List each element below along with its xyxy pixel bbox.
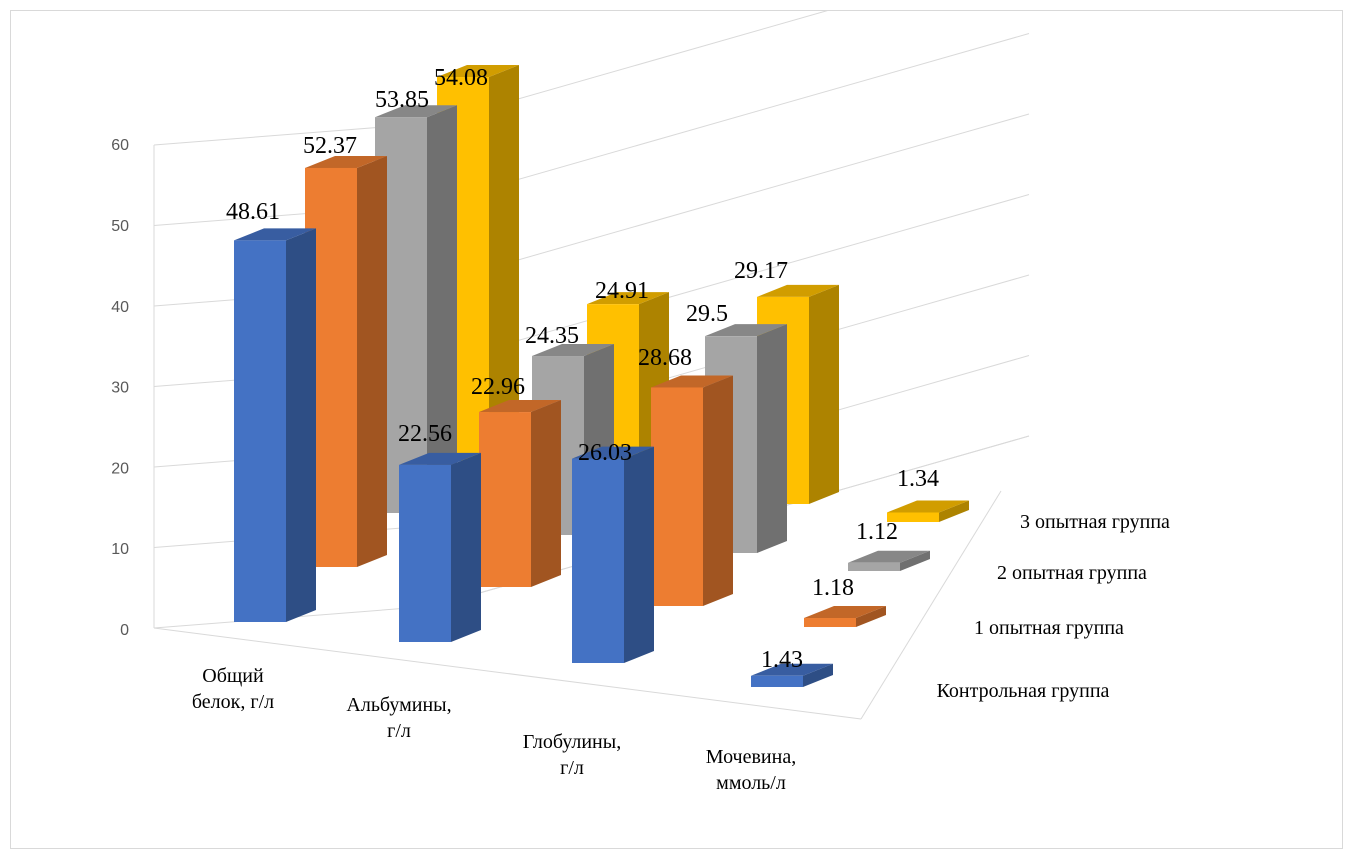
- bar: [804, 606, 886, 627]
- floor-right-edge: [860, 490, 1002, 720]
- bar-side: [809, 284, 839, 504]
- data-label: 28.68: [638, 345, 692, 371]
- bar: [234, 228, 316, 622]
- bar-side: [803, 663, 833, 687]
- series-label: 3 опытная группа: [1020, 511, 1170, 533]
- bar-side: [489, 65, 519, 462]
- category-label: Мочевина,: [706, 746, 796, 768]
- y-tick-label: 50: [111, 218, 129, 235]
- data-label: 24.35: [525, 323, 579, 349]
- y-tick-label: 0: [120, 622, 129, 639]
- data-label: 26.03: [578, 440, 632, 466]
- bar-side: [357, 155, 387, 567]
- category-label: Альбумины,: [346, 694, 451, 716]
- bar: [399, 452, 481, 642]
- chart-container: 0 10 20 30 40 50 60 48.61 22.56 26.03 1.43 52.37 22.…: [10, 10, 1343, 849]
- data-label: 29.5: [686, 301, 728, 327]
- bar-side: [451, 452, 481, 642]
- data-label: 48.61: [226, 199, 280, 225]
- bar-top: [751, 663, 833, 676]
- bar-top: [437, 65, 519, 78]
- bar-front: [887, 512, 939, 522]
- series-label: Контрольная группа: [937, 680, 1110, 702]
- y-tick-label: 30: [111, 380, 129, 397]
- data-label: 22.96: [471, 374, 525, 400]
- bar: [572, 446, 654, 663]
- bar-side: [703, 375, 733, 606]
- series-label: 1 опытная группа: [974, 617, 1124, 639]
- bar-top: [848, 550, 930, 563]
- y-tick-label: 10: [111, 541, 129, 558]
- data-label: 1.43: [761, 647, 803, 673]
- bar: [375, 105, 457, 513]
- y-tick-label: 60: [111, 137, 129, 154]
- data-label: 1.18: [812, 575, 854, 601]
- data-label: 52.37: [303, 133, 357, 159]
- bar-front: [399, 464, 451, 642]
- chart-3d-column: 0 10 20 30 40 50 60 48.61 22.56 26.03 1.43 52.37 22.…: [111, 11, 1170, 794]
- bar-front: [234, 240, 286, 622]
- y-tick-label: 40: [111, 299, 129, 316]
- bar: [305, 155, 387, 567]
- bar-front: [848, 562, 900, 571]
- data-label: 29.17: [734, 258, 788, 284]
- data-label: 54.08: [434, 65, 488, 91]
- bar: [887, 500, 969, 522]
- bars: [234, 65, 969, 687]
- bar-side: [939, 500, 969, 522]
- category-label: ммоль/л: [716, 772, 786, 794]
- bar-top: [804, 606, 886, 619]
- category-label: г/л: [560, 757, 584, 779]
- bar: [848, 550, 930, 571]
- bar-top: [479, 400, 561, 413]
- bar-top: [587, 292, 669, 305]
- bar-top: [532, 344, 614, 357]
- category-label: Глобулины,: [523, 731, 621, 753]
- data-label: 53.85: [375, 87, 429, 113]
- bar-side: [856, 606, 886, 627]
- bar-top: [651, 375, 733, 388]
- data-labels: 48.61 22.56 26.03 1.43 52.37 22.96 28.68 1.18 53…: [226, 65, 939, 673]
- bar-side: [286, 228, 316, 622]
- bar: [651, 375, 733, 606]
- bar-side: [427, 105, 457, 513]
- data-label: 1.12: [856, 519, 898, 545]
- bar-front: [804, 618, 856, 627]
- category-label: г/л: [387, 720, 411, 742]
- bar-side: [900, 550, 930, 571]
- series-label: 2 опытная группа: [997, 562, 1147, 584]
- gridline: [153, 33, 1030, 226]
- bar-side: [531, 400, 561, 587]
- category-axis: Общий белок, г/л Альбумины, г/л Глобулины, г/…: [192, 665, 796, 794]
- data-label: 22.56: [398, 421, 452, 447]
- series-0: [234, 228, 833, 687]
- bar-top: [234, 228, 316, 241]
- bar-top: [887, 500, 969, 513]
- bar-top: [305, 155, 387, 168]
- gridline: [153, 11, 828, 146]
- bar-top: [572, 446, 654, 459]
- data-label: 24.91: [595, 278, 649, 304]
- bar-front: [651, 387, 703, 606]
- bar-side: [757, 324, 787, 553]
- data-label: 1.34: [897, 466, 939, 492]
- bar-front: [751, 675, 803, 687]
- y-tick-label: 20: [111, 460, 129, 477]
- bar-front: [479, 412, 531, 587]
- bar: [751, 663, 833, 687]
- bar-top: [705, 324, 787, 337]
- bar: [479, 400, 561, 587]
- bar-front: [572, 458, 624, 663]
- bar-side: [624, 446, 654, 663]
- bar-top: [375, 105, 457, 118]
- category-label: белок, г/л: [192, 691, 274, 713]
- category-label: Общий: [202, 665, 264, 687]
- bar-top: [757, 284, 839, 297]
- bar-top: [399, 452, 481, 465]
- series-axis: Контрольная группа 1 опытная группа 2 опыт…: [937, 511, 1170, 702]
- floor-front-edge: [153, 627, 862, 720]
